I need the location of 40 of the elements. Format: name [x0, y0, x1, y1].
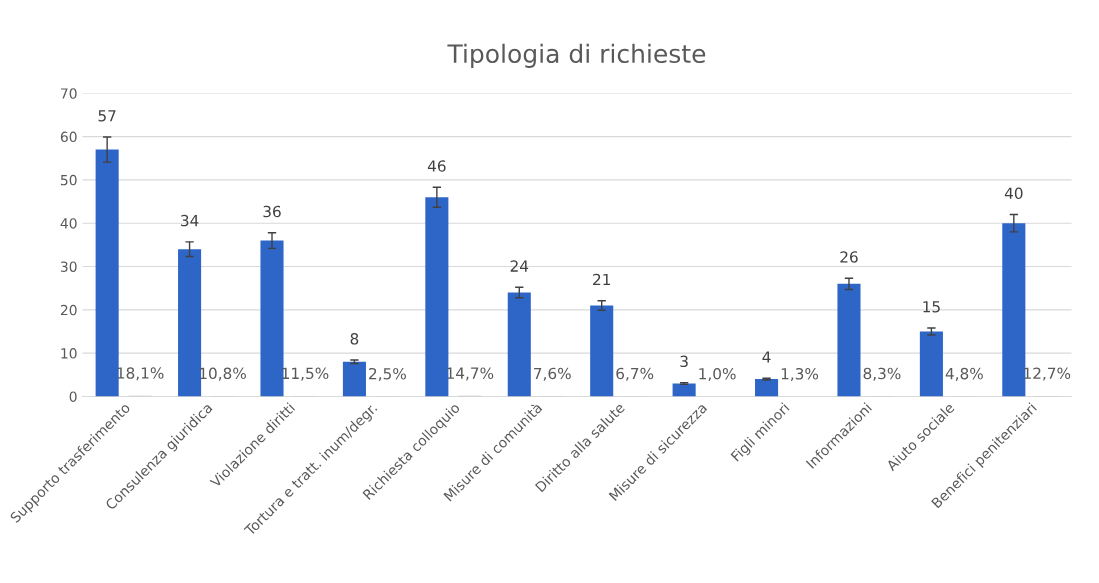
data-label: 24: [510, 260, 529, 272]
bar: [919, 331, 943, 397]
data-label: 4,8%: [945, 367, 983, 381]
bar: [178, 249, 202, 397]
data-label: 1,0%: [699, 367, 736, 382]
data-label: 40: [1004, 187, 1023, 200]
bar: [590, 305, 614, 397]
chart-title: Tipologia di richieste: [447, 43, 706, 68]
bar: [837, 283, 861, 397]
y-tick-label: 40: [60, 218, 77, 229]
data-label: 36: [263, 205, 281, 218]
data-label: 1,3%: [781, 367, 819, 382]
bar: [260, 240, 284, 397]
data-label: 57: [98, 110, 116, 122]
data-label: 46: [427, 160, 446, 172]
y-tick-label: 10: [61, 348, 77, 359]
data-label: 2,5%: [369, 367, 406, 382]
data-label: 34: [181, 214, 199, 227]
y-tick-label: 0: [69, 391, 77, 402]
y-tick-label: 50: [60, 174, 77, 186]
data-label: 4: [762, 351, 771, 363]
data-label: 3: [680, 355, 688, 368]
bar: [1002, 223, 1026, 397]
data-label: 8: [350, 333, 359, 345]
data-label: 7,6%: [534, 367, 571, 381]
data-label: 15: [923, 301, 940, 313]
bar: [755, 379, 779, 397]
y-tick-label: 70: [61, 88, 77, 99]
bar: [342, 361, 366, 397]
data-label: 6,7%: [616, 367, 654, 381]
bar: [95, 149, 119, 397]
y-tick-label: 60: [60, 131, 77, 143]
data-label: 8,3%: [863, 367, 901, 381]
y-tick-label: 30: [60, 261, 77, 272]
bar: [507, 292, 531, 397]
y-tick-label: 20: [60, 304, 77, 316]
bar: [672, 383, 696, 397]
bar: [425, 197, 449, 397]
data-label: 21: [593, 273, 611, 286]
data-label: 26: [840, 251, 858, 263]
